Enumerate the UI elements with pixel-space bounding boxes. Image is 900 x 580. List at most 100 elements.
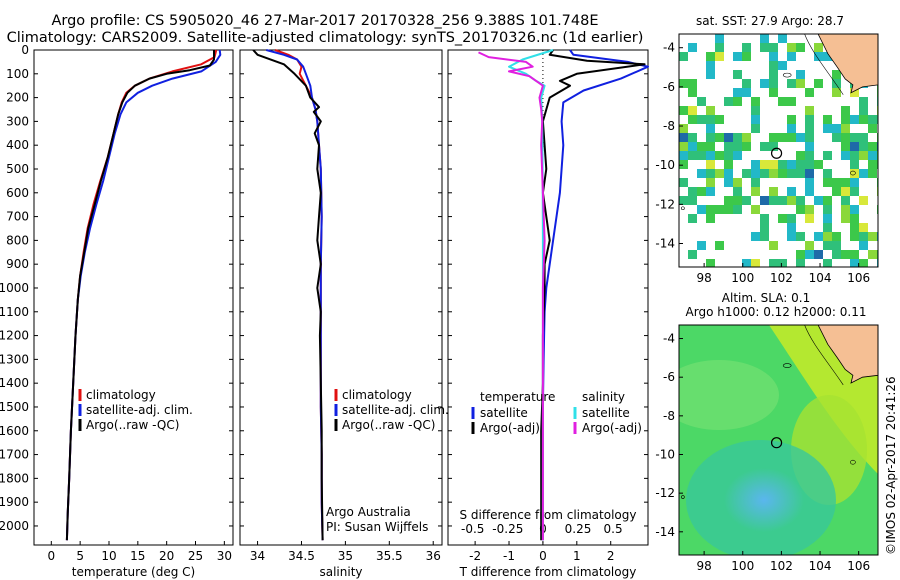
sst-cell bbox=[859, 196, 868, 205]
sst-cell bbox=[706, 178, 715, 187]
sst-map-body bbox=[679, 34, 878, 267]
sst-cell bbox=[778, 133, 787, 142]
sst-cell bbox=[733, 142, 742, 151]
sst-cell bbox=[706, 133, 715, 142]
sal-legend-label: climatology bbox=[342, 388, 412, 402]
sst-cell bbox=[859, 97, 868, 106]
sst-cell bbox=[751, 97, 760, 106]
sla-map-body bbox=[679, 325, 878, 555]
sst-cell bbox=[805, 160, 814, 169]
sst-cell bbox=[715, 43, 724, 52]
sst-cell bbox=[706, 52, 715, 61]
sal-frame bbox=[239, 49, 443, 546]
sst-lat-label: -14 bbox=[655, 237, 675, 251]
sst-cell bbox=[733, 205, 742, 214]
sst-cell bbox=[832, 124, 841, 133]
diff-xtick-label: 1 bbox=[573, 549, 581, 563]
sst-cell bbox=[859, 169, 868, 178]
sst-cell bbox=[724, 196, 733, 205]
depth-tick-label: 900 bbox=[6, 257, 29, 271]
sst-cell bbox=[841, 205, 850, 214]
sst-cell bbox=[742, 259, 751, 267]
sst-cell bbox=[742, 43, 751, 52]
sst-cell bbox=[805, 187, 814, 196]
sst-cell bbox=[823, 214, 832, 223]
sst-cell bbox=[796, 160, 805, 169]
sst-cell bbox=[805, 205, 814, 214]
sst-cell bbox=[841, 250, 850, 259]
sst-cell bbox=[769, 70, 778, 79]
sst-cell bbox=[868, 151, 877, 160]
sst-cell bbox=[679, 178, 688, 187]
sal-series-line bbox=[252, 49, 324, 541]
sal-legend-label: Argo(..raw -QC) bbox=[342, 418, 435, 432]
sst-cell bbox=[841, 133, 850, 142]
sst-cell bbox=[805, 241, 814, 250]
sst-cell bbox=[850, 205, 859, 214]
sal-xtick-label: 35.5 bbox=[376, 549, 403, 563]
sst-cell bbox=[715, 133, 724, 142]
depth-tick-label: 2000 bbox=[0, 519, 29, 533]
sst-cell bbox=[706, 214, 715, 223]
sst-cell bbox=[715, 241, 724, 250]
diff-xtick-label: 2 bbox=[607, 549, 615, 563]
depth-tick-label: 1600 bbox=[0, 424, 29, 438]
sst-cell bbox=[868, 142, 877, 151]
sst-cell bbox=[769, 88, 778, 97]
sst-lat-label: -12 bbox=[655, 197, 675, 211]
sst-cell bbox=[859, 232, 868, 241]
sst-cell bbox=[697, 97, 706, 106]
sst-cell bbox=[715, 169, 724, 178]
sst-lon-label: 98 bbox=[696, 271, 711, 285]
depth-tick-label: 400 bbox=[6, 138, 29, 152]
sst-cell bbox=[715, 52, 724, 61]
sst-cell bbox=[706, 124, 715, 133]
sst-cell bbox=[823, 241, 832, 250]
sst-cell bbox=[688, 196, 697, 205]
sla-lon-label: 98 bbox=[696, 559, 711, 573]
sst-cell bbox=[787, 43, 796, 52]
sst-cell bbox=[688, 43, 697, 52]
sst-cell bbox=[751, 124, 760, 133]
sst-contour bbox=[804, 34, 844, 95]
sst-cell bbox=[742, 79, 751, 88]
sst-cell bbox=[769, 187, 778, 196]
s-diff-tick-label: -0.5 bbox=[461, 522, 484, 536]
sst-cell bbox=[706, 115, 715, 124]
sst-cell bbox=[679, 160, 688, 169]
sst-cell bbox=[679, 151, 688, 160]
sst-cell bbox=[850, 133, 859, 142]
depth-tick-label: 1400 bbox=[0, 376, 29, 390]
sst-cell bbox=[850, 259, 859, 267]
sst-cell bbox=[814, 79, 823, 88]
sst-cell bbox=[850, 232, 859, 241]
sla-map-frame bbox=[678, 324, 879, 556]
s-diff-tick-label: 0.25 bbox=[565, 522, 592, 536]
sst-cell bbox=[742, 133, 751, 142]
diff-legend-label: Argo(-adj) bbox=[582, 421, 642, 435]
temp-xtick-label: 15 bbox=[130, 549, 145, 563]
sst-cell bbox=[697, 151, 706, 160]
sst-cell bbox=[679, 52, 688, 61]
sst-cell bbox=[787, 115, 796, 124]
sst-cell bbox=[841, 187, 850, 196]
sst-cell bbox=[787, 52, 796, 61]
sla-lat-label: -4 bbox=[663, 332, 675, 346]
sst-cell bbox=[697, 241, 706, 250]
sst-cell bbox=[805, 142, 814, 151]
figure-title-line1: Argo profile: CS 5905020_46 27-Mar-2017 … bbox=[51, 13, 599, 29]
sla-lat-label: -8 bbox=[663, 409, 675, 423]
sst-cell bbox=[742, 169, 751, 178]
diff-series-line bbox=[478, 51, 546, 541]
sst-cell bbox=[760, 169, 769, 178]
sst-cell bbox=[832, 178, 841, 187]
sst-cell bbox=[715, 34, 724, 43]
depth-tick-label: 100 bbox=[6, 67, 29, 81]
sst-cell bbox=[706, 205, 715, 214]
sst-cell bbox=[832, 241, 841, 250]
depth-tick-label: 1100 bbox=[0, 305, 29, 319]
sst-cell bbox=[868, 160, 877, 169]
sst-cell bbox=[823, 196, 832, 205]
temp-xtick-label: 25 bbox=[188, 549, 203, 563]
sst-cell bbox=[679, 106, 688, 115]
